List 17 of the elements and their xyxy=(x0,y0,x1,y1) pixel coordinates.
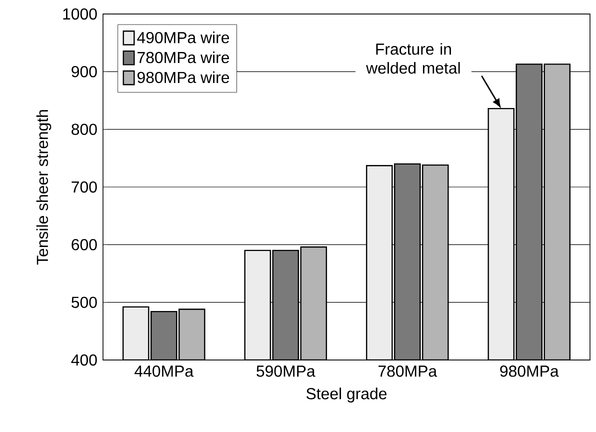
y-tick-label: 400 xyxy=(71,354,97,366)
legend-label: 980MPa wire xyxy=(138,71,230,84)
y-tick-label: 700 xyxy=(72,181,97,193)
x-tick-label: 980MPa xyxy=(500,366,559,377)
x-axis-title: Steel grade xyxy=(306,388,387,402)
x-tick-label: 590MPa xyxy=(256,366,316,377)
y-tick-label: 500 xyxy=(72,296,97,308)
x-tick-label: 440MPa xyxy=(134,366,194,377)
y-axis-title: Tensile sheer strength xyxy=(36,110,52,265)
y-tick-label: 800 xyxy=(72,124,97,135)
annotation: Fracture in welded metal xyxy=(366,43,460,74)
legend-label: 490MPa wire xyxy=(137,32,230,44)
y-tick-label: 900 xyxy=(72,66,97,78)
x-tick-label: 780MPa xyxy=(378,366,438,377)
y-tick-label: 600 xyxy=(72,239,97,250)
legend-label: 780MPa wire xyxy=(138,51,230,64)
y-tick-label: 1000 xyxy=(63,8,97,20)
